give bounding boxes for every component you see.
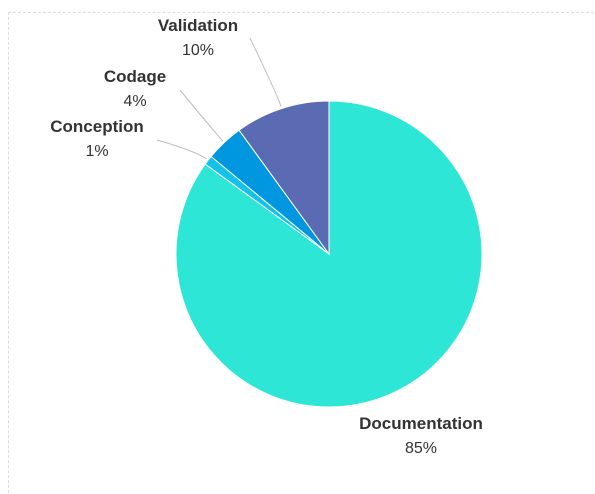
slice-label-documentation: Documentation	[359, 414, 483, 433]
slice-label-conception: Conception	[50, 117, 144, 136]
slice-percent-codage: 4%	[123, 93, 146, 110]
slice-percent-conception: 1%	[85, 143, 108, 160]
leader-line-conception	[156, 139, 207, 160]
slice-label-validation: Validation	[158, 16, 238, 35]
pie-slices	[175, 100, 483, 408]
leader-line-codage	[179, 89, 224, 142]
slice-labels: Documentation 85% Conception 1% Codage 4…	[50, 16, 483, 457]
pie-slice-validation[interactable]	[238, 100, 330, 256]
chart-frame	[8, 12, 594, 493]
leader-lines	[156, 37, 282, 160]
slice-label-codage: Codage	[104, 67, 166, 86]
slice-percent-documentation: 85%	[405, 440, 437, 457]
slice-percent-validation: 10%	[182, 42, 214, 59]
leader-line-validation	[249, 37, 282, 107]
